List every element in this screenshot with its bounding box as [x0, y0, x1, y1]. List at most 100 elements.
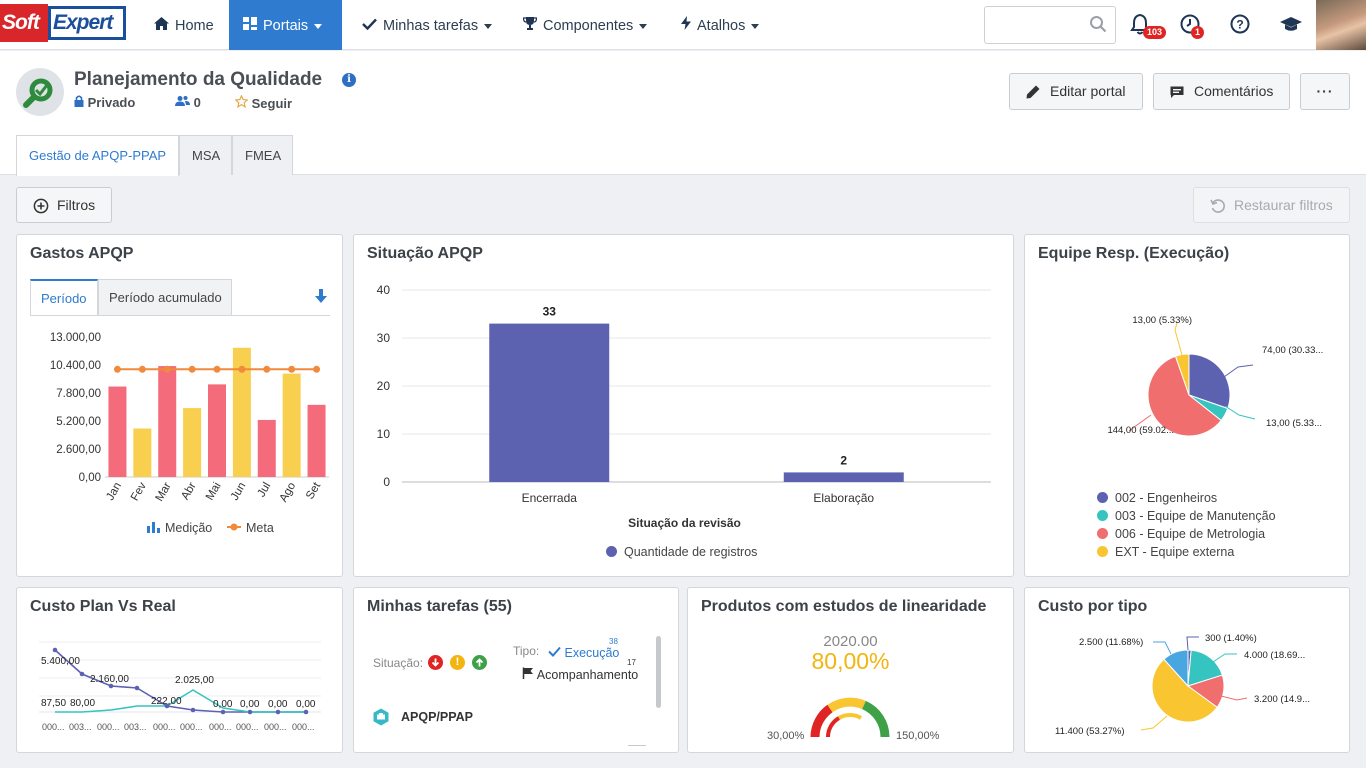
- restore-filters-button[interactable]: Restaurar filtros: [1193, 187, 1350, 223]
- legend-quantidade[interactable]: Quantidade de registros: [606, 545, 757, 559]
- legend-quantidade-label: Quantidade de registros: [624, 545, 758, 559]
- pie-leader-line: [1224, 405, 1256, 420]
- meta-point: [188, 365, 196, 373]
- pie-leader-line: [1140, 715, 1168, 731]
- data-label: 0,00: [213, 699, 233, 710]
- widget-title: Produtos com estudos de linearidade: [701, 598, 987, 615]
- bar: [232, 347, 251, 477]
- data-label: 222,00: [151, 696, 182, 707]
- pie-label: 74,00 (30.33...: [1262, 345, 1323, 356]
- filter-execucao[interactable]: Execução: [548, 646, 619, 660]
- bar-chart-icon: [147, 522, 160, 533]
- user-avatar[interactable]: [1316, 0, 1366, 50]
- comments-label: Comentários: [1194, 83, 1274, 99]
- search-icon[interactable]: [1089, 15, 1107, 33]
- data-label: 33: [543, 305, 557, 319]
- point: [303, 709, 309, 715]
- tab-periodo-acumulado[interactable]: Período acumulado: [98, 279, 232, 315]
- y-tick-label: 0,00: [79, 472, 101, 484]
- tasks-clock-icon[interactable]: 1: [1179, 13, 1205, 39]
- logo-text-soft: Soft: [0, 4, 48, 42]
- edit-portal-button[interactable]: Editar portal: [1009, 73, 1143, 110]
- logo-text-expert: Expert: [48, 6, 126, 40]
- filter-acompanhamento[interactable]: Acompanhamento: [522, 667, 638, 682]
- chevron-down-icon: [484, 23, 493, 29]
- x-tick-label: 000...: [292, 722, 315, 732]
- x-tick-label: Set: [304, 480, 323, 502]
- scrollbar[interactable]: [656, 636, 661, 708]
- tab-fmea[interactable]: FMEA: [232, 135, 293, 175]
- pie-label: 4.000 (18.69...: [1244, 650, 1305, 661]
- x-tick-label: Ago: [278, 481, 299, 505]
- x-tick-label: 000...: [180, 722, 203, 732]
- bar: [108, 386, 127, 477]
- nav-minhas-tarefas[interactable]: Minhas tarefas: [348, 0, 506, 50]
- legend-dot: [1097, 528, 1108, 539]
- graduation-cap-icon[interactable]: [1279, 13, 1303, 37]
- download-icon[interactable]: [314, 289, 328, 305]
- tab-divider: [30, 315, 330, 316]
- task-item-apqp[interactable]: APQP/PPAP: [401, 710, 474, 724]
- tipo-label: Tipo:: [513, 644, 540, 658]
- legend-externa[interactable]: EXT - Equipe externa: [1097, 545, 1234, 559]
- bar: [208, 384, 226, 477]
- undo-icon: [1210, 199, 1225, 213]
- filters-button[interactable]: Filtros: [16, 187, 112, 223]
- ontime-status-icon[interactable]: [472, 655, 487, 670]
- x-tick-label: Jun: [229, 481, 249, 503]
- pie-leader-line: [1223, 364, 1254, 378]
- comments-button[interactable]: Comentários: [1153, 73, 1290, 110]
- flag-icon: [522, 667, 533, 679]
- nav-home-label: Home: [175, 18, 214, 34]
- late-status-icon[interactable]: [428, 655, 443, 670]
- members-count[interactable]: 0: [175, 95, 201, 110]
- plus-circle-icon: [33, 198, 49, 214]
- pie-slice: [1151, 658, 1218, 723]
- privacy-status: Privado: [74, 95, 135, 110]
- more-options-button[interactable]: ···: [1300, 73, 1350, 110]
- widget-minhas-tarefas: Minhas tarefas (55) Situação: ! Tipo: Ex…: [353, 587, 679, 753]
- nav-home[interactable]: Home: [140, 0, 228, 50]
- notifications-bell-icon[interactable]: 103: [1129, 13, 1167, 39]
- point: [108, 683, 114, 689]
- point: [134, 685, 140, 691]
- legend-manutencao[interactable]: 003 - Equipe de Manutenção: [1097, 509, 1276, 523]
- tab-gestao-apqp[interactable]: Gestão de APQP-PPAP: [16, 135, 179, 176]
- legend-label: 006 - Equipe de Metrologia: [1115, 527, 1266, 541]
- follow-button[interactable]: Seguir: [234, 94, 292, 111]
- point: [275, 709, 281, 715]
- search-input[interactable]: [991, 7, 1091, 41]
- legend-meta[interactable]: Meta: [227, 521, 274, 535]
- softexpert-logo[interactable]: Soft Expert: [0, 4, 128, 42]
- execucao-label: Execução: [564, 646, 620, 660]
- tab-msa[interactable]: MSA: [179, 135, 232, 175]
- bar: [257, 419, 276, 477]
- legend-medicao[interactable]: Medição: [147, 521, 212, 535]
- info-icon[interactable]: i: [342, 73, 356, 87]
- restore-filters-label: Restaurar filtros: [1234, 197, 1333, 213]
- gauge-green-band: [861, 700, 890, 738]
- x-tick-label: Elaboração: [813, 491, 874, 505]
- nav-componentes[interactable]: Componentes: [509, 0, 661, 50]
- y-tick-label: 7.800,00: [56, 388, 101, 400]
- widget-title: Equipe Resp. (Execução): [1038, 245, 1230, 262]
- legend-engenheiros[interactable]: 002 - Engenheiros: [1097, 491, 1217, 505]
- acompanhamento-count: 17: [627, 658, 636, 667]
- x-tick-label: 000...: [97, 722, 120, 732]
- help-icon[interactable]: ?: [1229, 13, 1253, 37]
- nav-portais[interactable]: Portais: [229, 0, 342, 50]
- legend-metrologia[interactable]: 006 - Equipe de Metrologia: [1097, 527, 1265, 541]
- nav-atalhos[interactable]: Atalhos: [667, 0, 773, 50]
- gauge-needle-arc: [838, 713, 862, 720]
- widget-custo-plan-real: Custo Plan Vs Real 5.400,00 2.160,00 87,…: [16, 587, 343, 753]
- members-label: 0: [193, 95, 201, 110]
- check-icon: [362, 0, 377, 50]
- x-tick-label: 000...: [209, 722, 232, 732]
- widget-equipe-resp: Equipe Resp. (Execução) 74,00 (30.33... 1…: [1024, 234, 1350, 577]
- bar: [158, 366, 177, 477]
- pie-slice: [1187, 649, 1223, 687]
- point: [220, 709, 226, 715]
- tab-periodo[interactable]: Período: [30, 279, 98, 315]
- warning-status-icon[interactable]: !: [450, 655, 465, 670]
- svg-text:?: ?: [1236, 18, 1243, 32]
